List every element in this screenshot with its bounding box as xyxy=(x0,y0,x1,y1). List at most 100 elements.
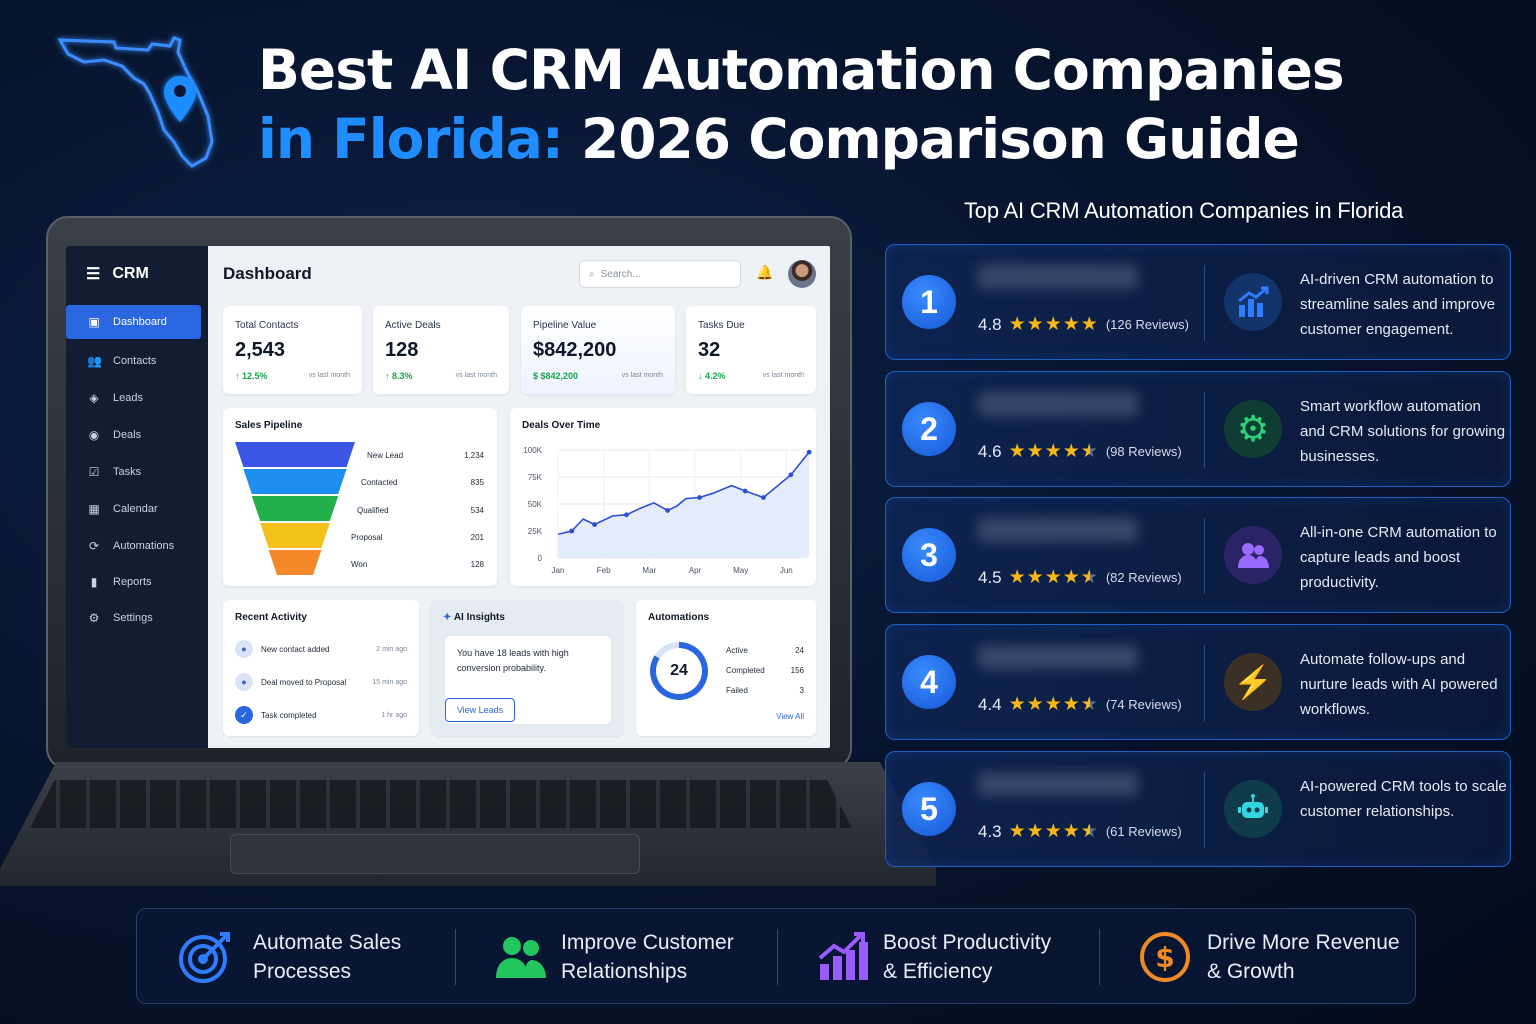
kpi-delta: $ $842,200 xyxy=(533,371,579,381)
company-card-1[interactable]: 1 4.8 ★★★★★ (126 Reviews) AI-driven CRM … xyxy=(885,244,1511,360)
view-all-link[interactable]: View All xyxy=(776,712,804,721)
sidebar-item-contacts[interactable]: 👥 Contacts xyxy=(66,344,201,378)
search-input[interactable]: ⌕ Search... xyxy=(579,260,741,288)
bell-icon[interactable]: 🔔 xyxy=(756,264,774,280)
sidebar-item-label: Contacts xyxy=(113,355,157,367)
funnel-stage-new-lead xyxy=(235,442,355,467)
y-tick-label: 0 xyxy=(538,554,543,563)
sidebar-item-dashboard[interactable]: ▣ Dashboard xyxy=(66,305,201,339)
target-icon xyxy=(177,929,233,985)
divider xyxy=(1204,392,1205,468)
company-name-blurred xyxy=(978,392,1138,416)
company-name-blurred xyxy=(978,645,1138,669)
x-tick-label: Feb xyxy=(597,566,611,575)
star-rating-icon: ★★★★★ xyxy=(1008,821,1099,842)
view-leads-button[interactable]: View Leads xyxy=(445,698,515,722)
divider xyxy=(1204,265,1205,341)
automation-value: 24 xyxy=(795,646,804,655)
deals-over-time-card: Deals Over Time 100K 75K 50K 25K 0 Jan Feb Mar A… xyxy=(510,408,816,586)
kpi-label: Pipeline Value xyxy=(533,320,597,331)
benefit-line: Improve Customer xyxy=(561,931,734,954)
divider xyxy=(455,929,456,985)
pipeline-title: Sales Pipeline xyxy=(235,420,303,431)
recent-activity-title: Recent Activity xyxy=(235,612,307,623)
y-tick-label: 75K xyxy=(528,473,543,482)
divider xyxy=(1204,518,1205,594)
company-name-blurred xyxy=(978,772,1138,796)
kpi-label: Tasks Due xyxy=(698,320,745,331)
avatar[interactable] xyxy=(788,260,816,288)
sidebar-item-tasks[interactable]: ☑ Tasks xyxy=(66,455,201,489)
activity-time: 2 min ago xyxy=(376,646,407,653)
activity-item[interactable]: ● New contact added xyxy=(235,640,330,658)
activity-item[interactable]: ● Deal moved to Proposal xyxy=(235,673,346,691)
automation-value: 3 xyxy=(799,686,804,695)
benefit-line: Relationships xyxy=(561,960,688,983)
funnel-stage-count: 1,234 xyxy=(463,451,484,460)
deals-point xyxy=(624,512,629,518)
gear-icon: ⚙ xyxy=(1224,400,1282,458)
ai-insights-title: AI Insights xyxy=(453,612,505,623)
activity-time: 15 min ago xyxy=(372,679,407,686)
star-rating-icon: ★★★★★ xyxy=(1008,694,1099,715)
activity-text: Deal moved to Proposal xyxy=(261,677,347,687)
kpi-delta: ↑ 12.5% xyxy=(235,371,268,381)
lightning-icon: ⚡ xyxy=(1224,653,1282,711)
star-rating-icon: ★★★★★ xyxy=(1008,441,1099,462)
company-name-blurred xyxy=(978,518,1138,542)
crm-brand: ☰ CRM xyxy=(86,264,149,284)
review-count: (61 Reviews) xyxy=(1105,824,1182,839)
laptop-keyboard xyxy=(30,780,852,828)
sales-pipeline-card: Sales Pipeline New Lead 1,234 Contacted 835… xyxy=(223,408,497,586)
benefit-improve-relationships: Improve Customer Relationships xyxy=(493,909,734,1005)
automations-title: Automations xyxy=(648,612,710,623)
users-icon xyxy=(493,929,549,985)
review-count: (74 Reviews) xyxy=(1105,697,1182,712)
activity-time: 1 hr ago xyxy=(381,712,407,719)
company-card-3[interactable]: 3 4.5 ★★★★★ (82 Reviews) All-in-one CRM … xyxy=(885,497,1511,613)
dashboard-icon: ▣ xyxy=(88,315,100,329)
company-card-5[interactable]: 5 4.3 ★★★★★ (61 Reviews) AI-powered CRM … xyxy=(885,751,1511,867)
sidebar-item-calendar[interactable]: ▦ Calendar xyxy=(66,492,201,526)
deals-point xyxy=(665,508,670,513)
automation-label: Failed xyxy=(726,686,748,695)
divider xyxy=(1204,772,1205,848)
menu-icon[interactable]: ☰ xyxy=(86,266,101,283)
company-card-2[interactable]: 2 4.6 ★★★★★ (98 Reviews) ⚙ Smart workflo… xyxy=(885,371,1511,487)
automation-label: Completed xyxy=(726,666,765,675)
funnel-stage-count: 128 xyxy=(470,560,484,570)
sidebar-item-settings[interactable]: ⚙ Settings xyxy=(66,601,201,635)
benefit-drive-revenue: $ Drive More Revenue & Growth xyxy=(1137,909,1400,1005)
activity-item[interactable]: ✓ Task completed xyxy=(235,706,317,724)
x-tick-label: May xyxy=(733,566,748,575)
benefits-bar: Automate Sales Processes Improve Customer… xyxy=(136,908,1416,1004)
sidebar-item-automations[interactable]: ⟳ Automations xyxy=(66,529,201,563)
kpi-compare: vs last month xyxy=(762,372,804,379)
company-rating: 4.5 ★★★★★ (82 Reviews) xyxy=(978,566,1182,589)
funnel-stage-contacted xyxy=(243,469,347,494)
crm-brand-label: CRM xyxy=(112,265,149,282)
automations-card: Automations 24 Active 24 Completed 156 Fai… xyxy=(636,600,816,736)
reports-icon: ▮ xyxy=(90,575,98,589)
deals-point xyxy=(569,528,575,534)
sidebar-item-label: Tasks xyxy=(113,466,142,478)
crm-main: Dashboard ⌕ Search... 🔔 Total Contacts 2,… xyxy=(208,246,830,748)
funnel-stage-label: Won xyxy=(351,560,368,570)
divider xyxy=(1204,645,1205,721)
kpi-value: $842,200 xyxy=(533,339,617,361)
funnel-stage-label: Qualified xyxy=(357,505,389,515)
deals-point xyxy=(788,472,794,478)
sidebar-item-deals[interactable]: ◉ Deals xyxy=(66,418,201,452)
search-icon: ⌕ xyxy=(589,268,595,280)
title-highlight: in Florida: xyxy=(258,107,564,171)
check-icon: ✓ xyxy=(235,706,253,724)
funnel-stage-count: 534 xyxy=(470,505,484,515)
svg-text:$: $ xyxy=(1155,941,1174,974)
company-name-blurred xyxy=(978,265,1138,289)
sidebar-item-reports[interactable]: ▮ Reports xyxy=(66,565,201,599)
sidebar-item-leads[interactable]: ◈ Leads xyxy=(66,381,201,415)
automations-total: 24 xyxy=(656,648,702,694)
automation-row: Completed 156 xyxy=(726,666,804,675)
company-card-4[interactable]: 4 4.4 ★★★★★ (74 Reviews) ⚡ Automate foll… xyxy=(885,624,1511,740)
star-rating-icon: ★★★★★ xyxy=(1008,567,1099,588)
